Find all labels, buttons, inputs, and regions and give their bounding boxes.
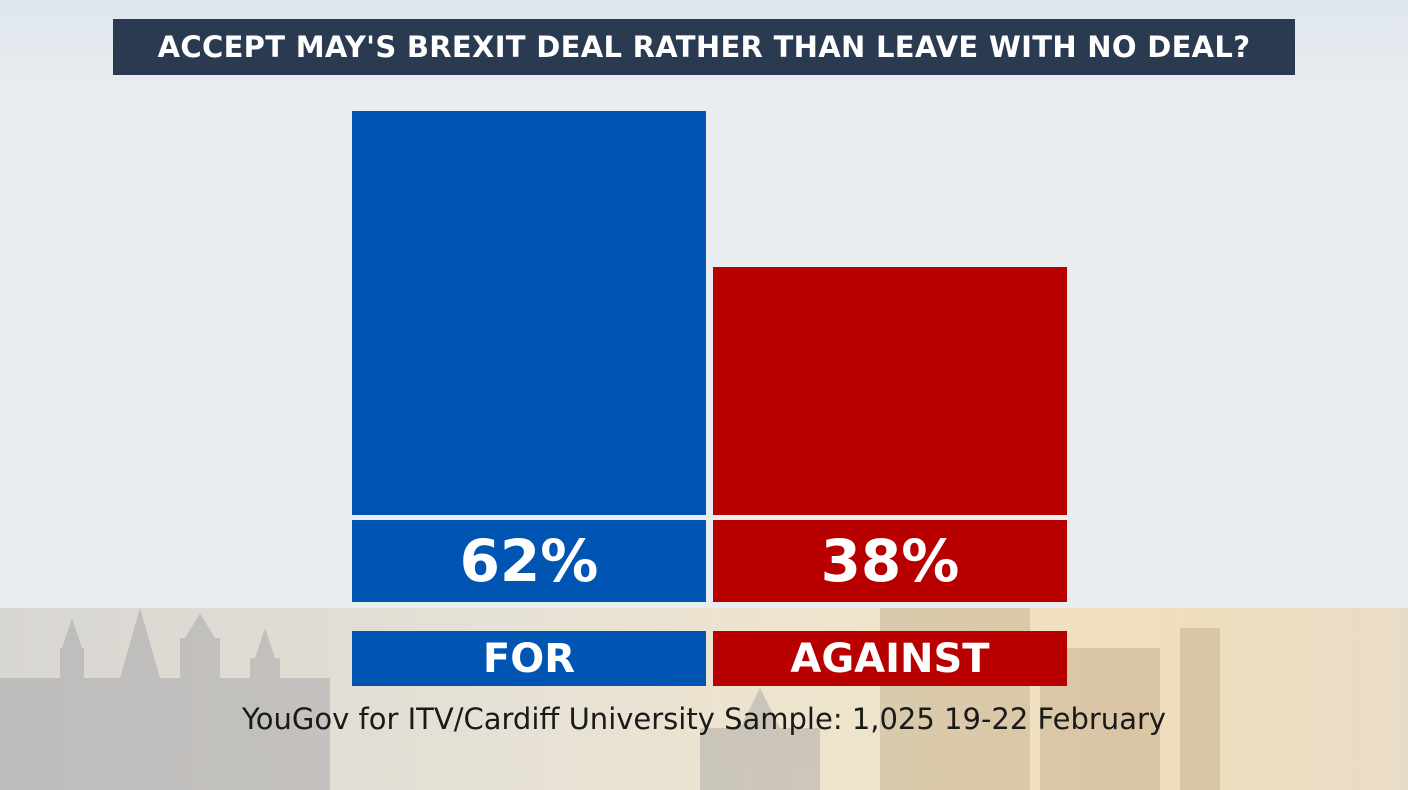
bar-against <box>713 267 1067 515</box>
category-label-for: FOR <box>352 631 706 686</box>
bar-for <box>352 111 706 515</box>
title-banner: ACCEPT MAY'S BREXIT DEAL RATHER THAN LEA… <box>113 19 1295 75</box>
value-label-for: 62% <box>352 520 706 602</box>
value-label-against: 38% <box>713 520 1067 602</box>
source-caption: YouGov for ITV/Cardiff University Sample… <box>241 702 1167 736</box>
background-skyline <box>0 608 1408 790</box>
chart-title: ACCEPT MAY'S BREXIT DEAL RATHER THAN LEA… <box>157 30 1251 64</box>
category-label-against: AGAINST <box>713 631 1067 686</box>
